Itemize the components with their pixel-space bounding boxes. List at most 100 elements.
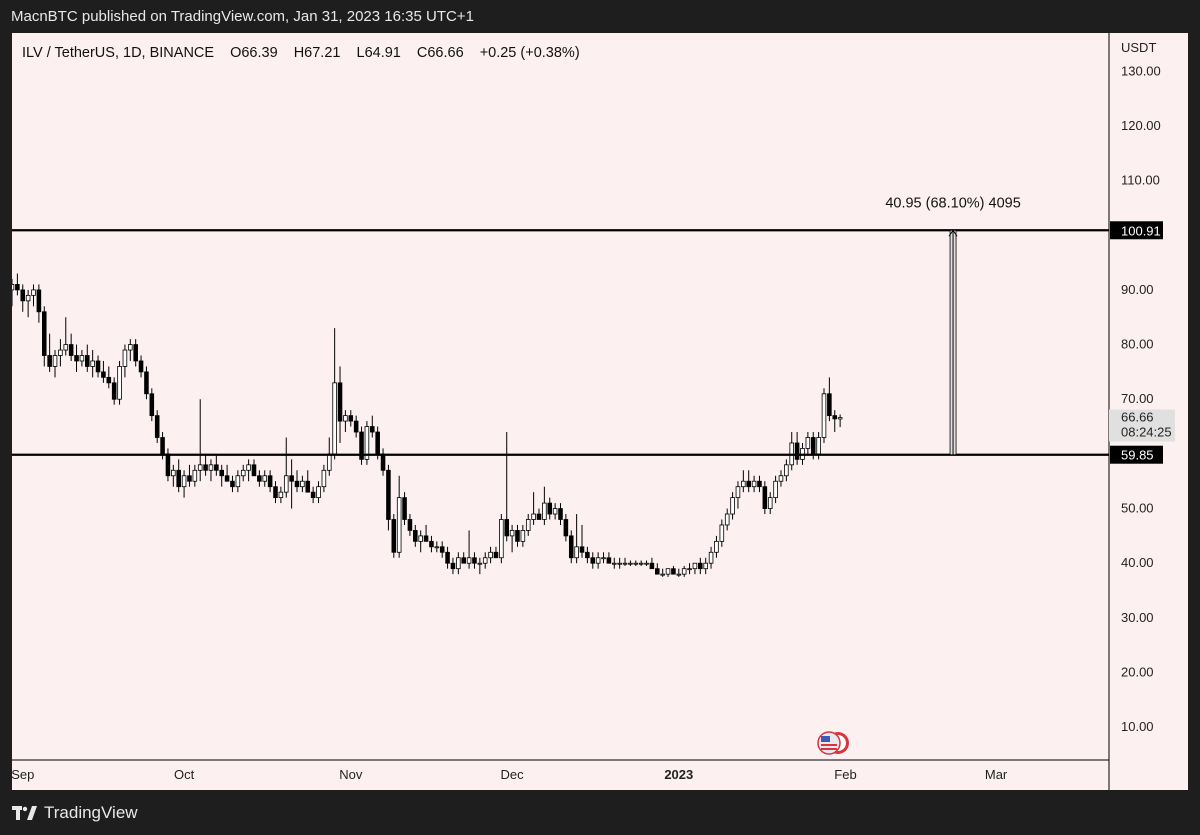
candle — [665, 568, 671, 577]
candle-body — [601, 557, 606, 560]
candle — [821, 388, 827, 443]
candle-body — [20, 289, 26, 302]
candle — [85, 344, 90, 372]
time-tick-label: Oct — [174, 767, 195, 782]
candle-body — [628, 562, 633, 565]
lower-level-box — [1110, 445, 1163, 464]
candle — [337, 366, 343, 443]
candle — [622, 557, 628, 566]
candle-body — [262, 475, 268, 482]
candle-body — [58, 349, 63, 356]
tradingview-logo[interactable]: TradingView — [12, 803, 138, 823]
price-tick-label: 10.00 — [1121, 719, 1154, 734]
candle — [386, 464, 391, 531]
candle — [687, 563, 692, 575]
time-axis[interactable]: Sep Oct Nov Dec 2023 Feb Mar — [12, 767, 1008, 782]
candle-body — [698, 562, 703, 570]
candle — [644, 560, 649, 566]
candle-body — [773, 480, 778, 499]
candle-body — [149, 393, 155, 417]
candle-body — [154, 415, 160, 438]
candle-body — [187, 475, 192, 482]
candle-body — [273, 486, 278, 499]
candle — [348, 410, 354, 427]
legend-low: L64.91 — [357, 45, 401, 61]
candle-body — [423, 535, 429, 542]
candle — [63, 317, 69, 356]
candle — [767, 492, 773, 515]
candle-body — [703, 562, 708, 570]
tradingview-logo-icon — [12, 806, 37, 820]
candle-body — [461, 557, 466, 564]
candle — [246, 459, 251, 482]
candle — [192, 464, 198, 487]
candle-body — [638, 562, 644, 565]
candle-body — [101, 371, 106, 378]
candle-body — [832, 415, 838, 420]
candle — [321, 464, 327, 493]
upper-level-box — [1110, 221, 1163, 240]
candle-body — [784, 464, 789, 477]
candle — [283, 437, 289, 498]
price-tick-label: 70.00 — [1121, 391, 1154, 406]
candle-body — [63, 344, 69, 351]
candle-body — [644, 562, 649, 565]
candle — [294, 470, 300, 493]
candle-body — [353, 420, 359, 433]
candle-body — [482, 557, 488, 564]
candle-body — [326, 453, 332, 471]
candle-body — [370, 426, 375, 433]
candle — [724, 508, 730, 531]
candle-body — [477, 562, 483, 565]
us-flag-icon[interactable] — [817, 731, 849, 755]
candle-body — [117, 366, 122, 400]
candle-body — [214, 464, 219, 471]
candle — [633, 560, 639, 566]
candle-body — [310, 491, 316, 499]
brand-name: TradingView — [44, 803, 138, 822]
price-tick-label: 50.00 — [1121, 501, 1154, 516]
candle-body — [434, 546, 440, 549]
candle-body — [542, 502, 547, 520]
candle — [784, 459, 789, 482]
current-price-box — [1109, 409, 1175, 442]
candle — [251, 459, 257, 477]
candle-body — [171, 469, 176, 477]
candle-body — [316, 486, 321, 499]
candle — [128, 339, 133, 361]
measure-tool[interactable]: 40.95 (68.10%) 4095 — [885, 195, 1021, 456]
candle — [12, 278, 15, 307]
chart-frame[interactable]: 40.95 (68.10%) 4095 ILV / TetherUS, 1D, … — [12, 33, 1188, 790]
candle — [681, 565, 687, 577]
candle — [262, 470, 268, 487]
candle — [708, 546, 714, 569]
candle-body — [144, 371, 149, 395]
candle-body — [687, 568, 692, 571]
time-tick-label: Feb — [834, 767, 856, 782]
candle — [655, 563, 660, 575]
candle-body — [509, 530, 515, 537]
time-tick-label: 2023 — [664, 767, 693, 782]
candle — [617, 557, 622, 569]
chart-canvas[interactable]: 40.95 (68.10%) 4095 ILV / TetherUS, 1D, … — [12, 33, 1188, 790]
candle — [568, 530, 574, 564]
candle-body — [380, 453, 386, 471]
price-axis[interactable]: 130.00120.00110.00100.0090.0080.0070.006… — [1121, 63, 1161, 734]
candle-body — [611, 562, 617, 565]
candle — [773, 475, 778, 504]
upper-level-price-label: 100.91 — [1121, 223, 1161, 238]
candle-body — [622, 562, 628, 565]
candle — [68, 333, 74, 361]
candle — [482, 552, 488, 569]
price-tick-label: 20.00 — [1121, 665, 1154, 680]
candle-body — [767, 497, 773, 509]
candle-body — [235, 475, 241, 488]
legend-open: O66.39 — [230, 45, 278, 61]
candle-body — [321, 469, 327, 488]
candle-body — [122, 349, 128, 367]
candle-body — [579, 546, 585, 553]
candle — [671, 565, 676, 575]
candle-body — [724, 513, 730, 526]
candle-body — [12, 284, 15, 291]
candle — [326, 437, 332, 476]
